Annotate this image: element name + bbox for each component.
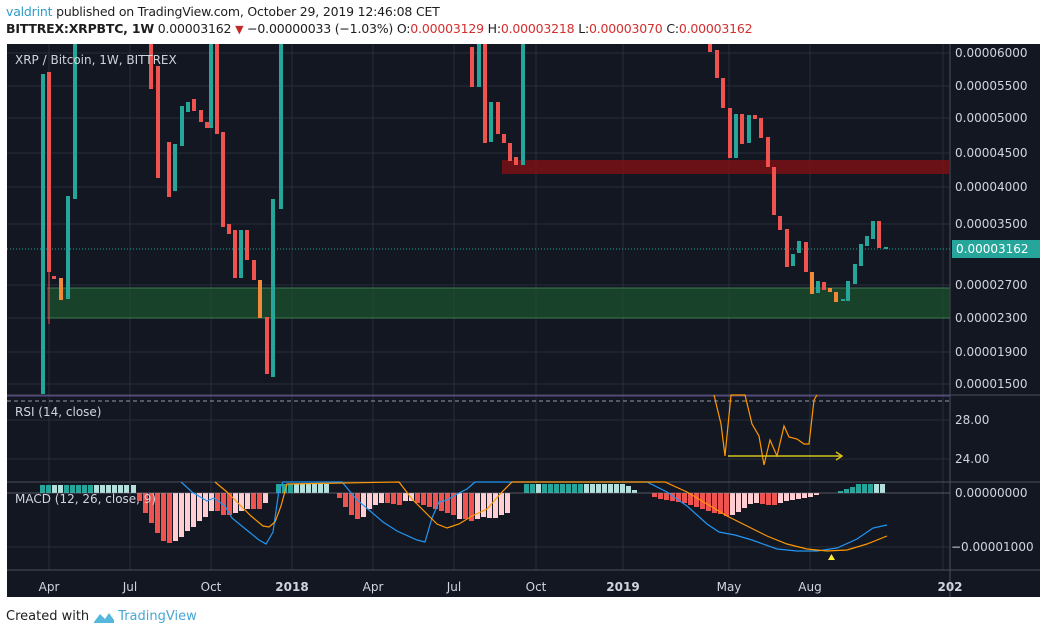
time-tick: Jul <box>122 580 138 594</box>
signal-line <box>214 481 888 552</box>
published-text: published on TradingView.com, October 29… <box>52 4 440 19</box>
price-tick: 0.00005500 <box>955 79 1028 93</box>
yellow-triangle-up-icon <box>828 554 835 560</box>
support-zone <box>47 288 950 318</box>
down-triangle-icon: ▼ <box>235 23 244 36</box>
time-tick: 2018 <box>275 580 309 594</box>
time-tick: Aug <box>798 580 822 594</box>
macd-line <box>180 481 888 552</box>
price-tick: 0.00003500 <box>955 217 1028 231</box>
current-price-tag: 0.00003162 <box>952 240 1040 258</box>
rsi-legend[interactable]: RSI (14, close) <box>15 405 102 419</box>
footer: Created with TradingView <box>6 609 197 624</box>
publish-info: valdrint published on TradingView.com, O… <box>6 4 440 19</box>
time-tick: Oct <box>525 580 547 594</box>
author-link[interactable]: valdrint <box>6 4 53 19</box>
price-tick: 0.00004500 <box>955 146 1028 160</box>
symbol: BITTREX:XRPBTC, 1W <box>6 21 154 36</box>
price-tick: 0.00002300 <box>955 311 1028 325</box>
macd-tick: −0.00001000 <box>951 540 1034 554</box>
tradingview-brand-link[interactable]: TradingView <box>118 609 197 624</box>
tradingview-logo-icon <box>94 612 115 623</box>
rsi-tick: 28.00 <box>955 413 990 427</box>
price-tick: 0.00001500 <box>955 377 1028 391</box>
macd-legend[interactable]: MACD (12, 26, close, 9) <box>15 492 157 506</box>
time-tick: Apr <box>38 580 60 594</box>
main-legend[interactable]: XRP / Bitcoin, 1W, BITTREX <box>15 53 177 67</box>
time-tick: May <box>716 580 742 594</box>
price-tick: 0.00001900 <box>955 345 1028 359</box>
symbol-info: BITTREX:XRPBTC, 1W 0.00003162 ▼ −0.00000… <box>6 21 753 36</box>
low-label: L: <box>578 21 589 36</box>
price-tick: 0.00006000 <box>955 46 1028 60</box>
open-value: 0.00003129 <box>410 21 484 36</box>
time-tick: Jul <box>446 580 462 594</box>
rsi-tick: 24.00 <box>955 452 990 466</box>
time-tick: 202 <box>937 580 963 594</box>
last-price: 0.00003162 <box>157 21 232 36</box>
chart-frame[interactable]: XRP / Bitcoin, 1W, BITTREX RSI (14, clos… <box>7 44 1040 597</box>
close-label: C: <box>666 21 679 36</box>
price-change: −0.00000033 (−1.03%) <box>247 21 394 36</box>
high-label: H: <box>487 21 501 36</box>
high-value: 0.00003218 <box>500 21 575 36</box>
created-with-text: Created with <box>6 609 90 624</box>
price-tick: 0.00004000 <box>955 180 1028 194</box>
close-value: 0.00003162 <box>678 21 753 36</box>
low-value: 0.00003070 <box>588 21 663 36</box>
resistance-zone <box>502 160 950 174</box>
chart-canvas[interactable] <box>7 44 1040 597</box>
price-tick: 0.00005000 <box>955 111 1028 125</box>
rsi-line <box>713 394 818 466</box>
candles <box>41 44 888 394</box>
price-tick: 0.00002700 <box>955 278 1028 292</box>
time-tick: 2019 <box>606 580 640 594</box>
time-tick: Oct <box>200 580 222 594</box>
time-tick: Apr <box>362 580 384 594</box>
open-label: O: <box>396 21 411 36</box>
macd-tick: 0.00000000 <box>955 486 1028 500</box>
